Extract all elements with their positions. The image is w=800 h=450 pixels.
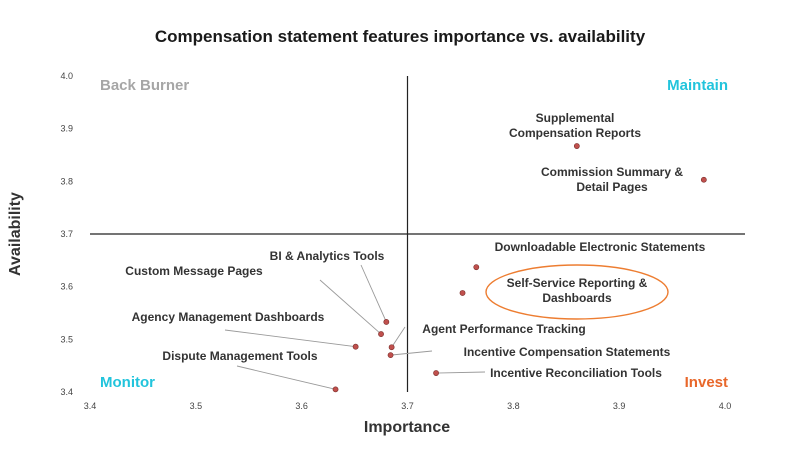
quadrant-label-top-right: Maintain [667, 77, 728, 94]
leader-lines-layer [224, 264, 486, 390]
y-axis-title: Availability [7, 192, 24, 276]
point-label: BI & Analytics Tools [270, 249, 385, 263]
x-tick-label: 3.6 [295, 401, 308, 411]
x-tick-label: 4.0 [719, 401, 732, 411]
quadrant-labels-layer: Back Burner Maintain Monitor Invest [100, 77, 728, 391]
point-label: Dispute Management Tools [162, 349, 317, 363]
data-point [573, 143, 580, 149]
y-tick-label: 3.8 [60, 176, 73, 186]
highlight-ellipse [485, 264, 669, 320]
point-label: Incentive Compensation Statements [464, 345, 671, 359]
data-point [352, 343, 359, 350]
y-tick-label: 3.9 [60, 124, 73, 134]
y-tick-label: 3.5 [60, 334, 73, 344]
point-label: Downloadable Electronic Statements [495, 240, 706, 254]
x-tick-label: 3.8 [507, 401, 520, 411]
data-point [332, 386, 339, 393]
leader-line [360, 264, 387, 323]
point-label: Custom Message Pages [125, 264, 263, 278]
quadrant-label-bottom-right: Invest [685, 374, 728, 391]
data-point [378, 331, 384, 337]
quadrant-label-bottom-left: Monitor [100, 374, 155, 391]
x-tick-label: 3.4 [84, 401, 97, 411]
leader-line [319, 279, 382, 335]
data-point [383, 319, 390, 325]
point-label: Agent Performance Tracking [422, 322, 585, 336]
point-label: Incentive Reconciliation Tools [490, 366, 662, 380]
quadrant-label-top-left: Back Burner [100, 77, 189, 94]
points-layer [332, 143, 707, 393]
data-point [473, 264, 480, 271]
data-point [387, 352, 394, 359]
data-point [433, 370, 439, 376]
x-tick-label: 3.9 [613, 401, 626, 411]
y-tick-label: 3.4 [60, 387, 73, 397]
data-point [459, 290, 466, 296]
x-tick-label: 3.5 [190, 401, 203, 411]
y-tick-label: 4.0 [60, 71, 73, 81]
y-tick-label: 3.6 [60, 282, 73, 292]
point-labels-layer: Supplemental Compensation Reports Commissi… [125, 111, 705, 380]
leader-line [436, 371, 486, 374]
data-point [388, 344, 395, 351]
point-label: Agency Management Dashboards [132, 310, 325, 324]
y-tick-label: 3.7 [60, 229, 73, 239]
data-point [700, 176, 707, 183]
point-label: Commission Summary & Detail Pages [541, 165, 683, 194]
point-label: Supplemental Compensation Reports [509, 111, 641, 140]
x-axis-title: Importance [364, 419, 450, 436]
leader-line [236, 365, 336, 390]
point-label: Self-Service Reporting & Dashboards [507, 276, 648, 305]
x-tick-label: 3.7 [401, 401, 414, 411]
leader-line [224, 329, 356, 348]
leader-line [391, 326, 406, 348]
axes-layer: 3.4 3.5 3.6 3.7 3.8 3.9 4.0 3.4 3.5 3.6 3.7 3.8 3.9 4… [60, 71, 745, 411]
chart-title: Compensation statement features importan… [155, 27, 646, 46]
leader-line [390, 350, 433, 356]
